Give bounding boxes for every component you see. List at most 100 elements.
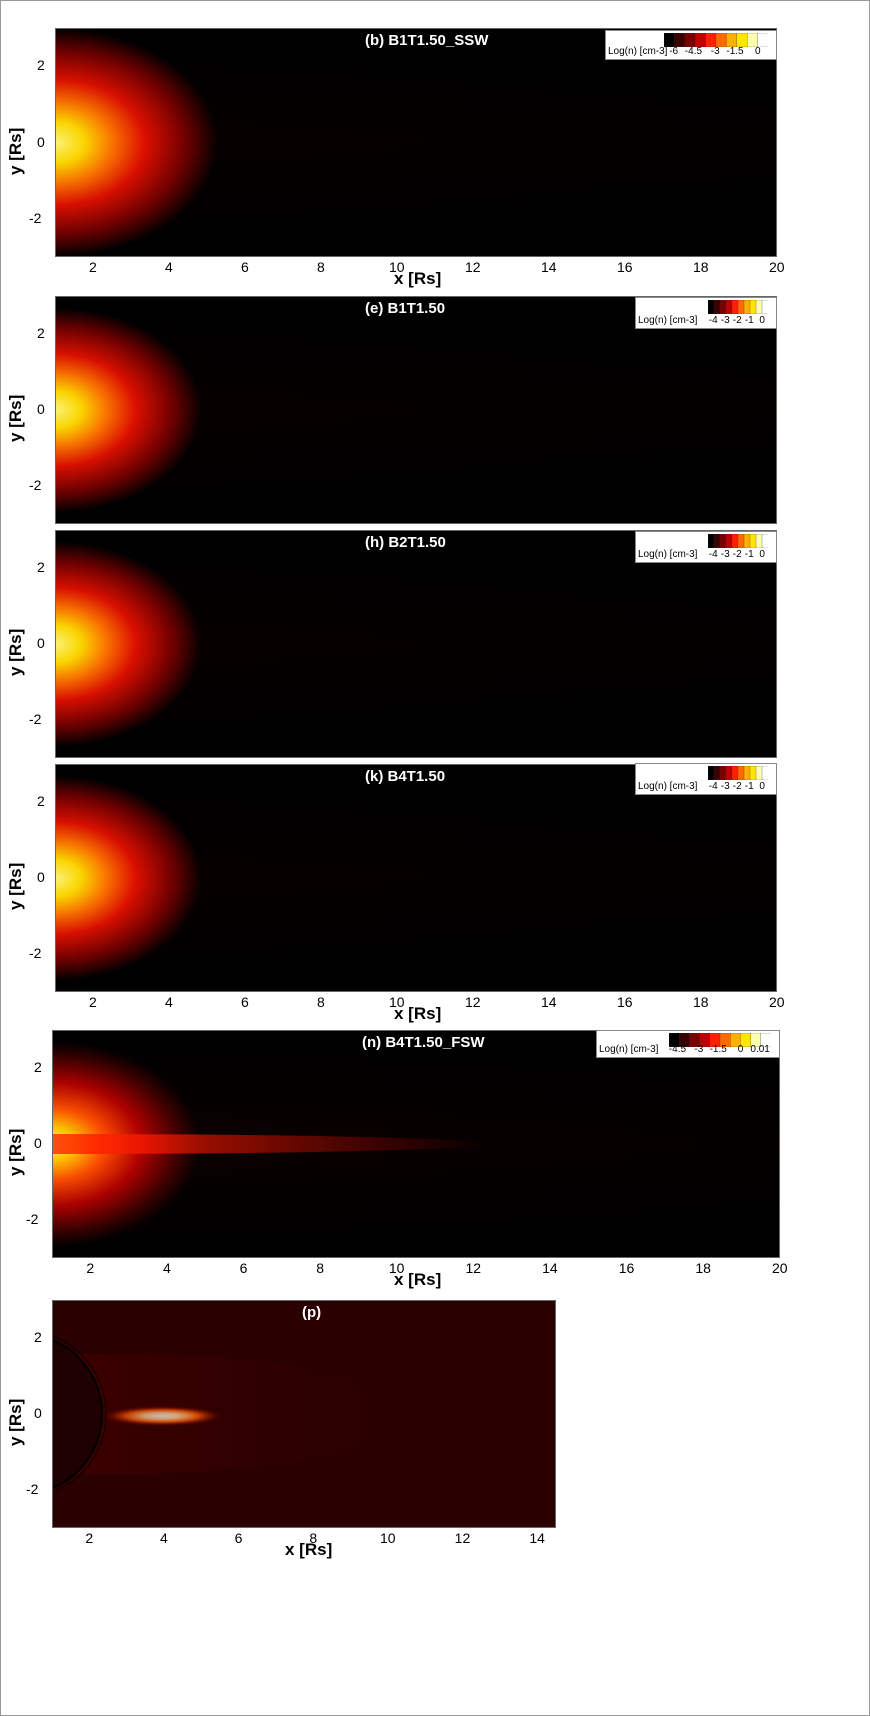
colorbar-tick: -3: [710, 46, 720, 57]
colorbar-legend: Log(n) [cm-3] -4 -3 -2 -1 0: [635, 531, 777, 563]
y-tick-label: 0: [37, 635, 45, 651]
colorbar-tick: -1: [744, 781, 754, 792]
colorbar-swatch: [761, 766, 768, 780]
x-axis-label: x [Rs]: [394, 1004, 442, 1023]
y-tick-label: -2: [29, 209, 42, 226]
colorbar-swatch: [760, 1033, 771, 1047]
x-tick-label: 2: [85, 1530, 94, 1546]
x-tick-label: 16: [618, 1260, 635, 1276]
colorbar-ramp: [708, 534, 768, 548]
colorbar-legend: Log(n) [cm-3] -4.5 -3 -1.5 0 0.01: [596, 1030, 780, 1058]
colorbar-label: Log(n) [cm-3]: [638, 549, 698, 560]
x-tick-label: 12: [465, 1260, 482, 1276]
inner-glow: [55, 530, 777, 758]
x-tick-label: 10: [389, 259, 405, 275]
colorbar-tick: -2: [732, 315, 742, 326]
plot-frame: [52, 1300, 556, 1528]
colorbar-tick: -4.5: [684, 46, 703, 57]
heatmap-image: [55, 28, 777, 257]
y-tick-label: -2: [29, 477, 42, 493]
x-tick-label: 4: [165, 994, 173, 1010]
y-tick-label: -2: [29, 945, 42, 961]
colorbar-tick: -3: [720, 315, 730, 326]
heatmap-plot-area: [52, 1030, 780, 1258]
y-tick-label: 0: [34, 1135, 42, 1151]
colorbar-swatch: [761, 300, 768, 314]
y-tick-label: 0: [37, 401, 45, 417]
plot-frame: [55, 28, 777, 257]
diffuse-glow: [52, 1354, 412, 1474]
colorbar-tick: 0: [759, 549, 765, 560]
heatmap-image: [55, 530, 777, 758]
colorbar-ramp: [708, 766, 768, 780]
heatmap-plot-area: [52, 1300, 556, 1528]
colorbar-tick: -1: [744, 315, 754, 326]
colorbar-swatch: [757, 33, 768, 47]
colorbar-tick: -3: [694, 1044, 704, 1055]
colorbar-tick: 0: [755, 46, 761, 57]
occulter-disk: [52, 1338, 103, 1490]
panel-title: (b) B1T1.50_SSW: [365, 32, 489, 49]
x-tick-label: 2: [89, 259, 97, 275]
colorbar-tick: -4.5: [668, 1044, 687, 1055]
colorbar-tick: -3: [720, 781, 730, 792]
colorbar-legend: Log(n) [cm-3] -6 -4.5 -3 -1.5 0: [605, 30, 777, 60]
x-tick-label: 12: [465, 259, 481, 275]
streamer-core: [52, 1134, 489, 1154]
panel-title: (k) B4T1.50: [365, 768, 446, 785]
x-tick-label: 2: [86, 1260, 95, 1276]
occulter-ring: [52, 1335, 107, 1493]
colorbar-label: Log(n) [cm-3]: [638, 315, 698, 326]
x-tick-label: 6: [241, 259, 249, 275]
colorbar-ramp: [708, 300, 768, 314]
colorbar-ramp: [669, 1033, 771, 1047]
y-tick-label: -2: [26, 1481, 39, 1497]
heatmap-image: [52, 1030, 780, 1258]
x-tick-label: 14: [542, 1260, 558, 1276]
inner-glow: [55, 296, 777, 524]
colorbar-legend: Log(n) [cm-3] -4 -3 -2 -1 0: [635, 763, 777, 795]
y-tick-label: 2: [37, 325, 45, 341]
x-tick-label: 2: [89, 994, 97, 1010]
colorbar-tick: -2: [732, 549, 742, 560]
y-tick-label: 0: [34, 1405, 42, 1421]
x-tick-label: 16: [617, 259, 633, 275]
colorbar-tick: -4: [708, 781, 718, 792]
x-tick-label: 4: [165, 259, 173, 275]
x-tick-label: 20: [769, 259, 785, 275]
heatmap-plot-area: [55, 530, 777, 758]
colorbar-label: Log(n) [cm-3]: [638, 781, 698, 792]
x-tick-label: 18: [695, 1260, 711, 1276]
heatmap-plot-area: [55, 764, 777, 992]
panel-title: (h) B2T1.50: [365, 534, 446, 551]
y-tick-label: 2: [34, 1329, 42, 1345]
x-tick-label: 18: [693, 259, 709, 275]
inner-glow: [55, 764, 777, 992]
x-tick-label: 20: [769, 994, 785, 1010]
colorbar-label: Log(n) [cm-3]: [599, 1044, 659, 1055]
x-tick-label: 18: [693, 994, 709, 1010]
y-tick-label: 2: [37, 559, 45, 575]
x-axis-label: x [Rs]: [394, 269, 442, 288]
colorbar-tick: -4: [708, 549, 718, 560]
x-tick-label: 8: [317, 259, 325, 275]
x-tick-label: 4: [162, 1260, 171, 1276]
y-tick-label: 2: [37, 57, 45, 74]
x-tick-label: 8: [317, 994, 325, 1010]
colorbar-tick: -6: [669, 46, 679, 57]
x-tick-label: 20: [772, 1260, 788, 1276]
x-tick-label: 4: [160, 1530, 168, 1546]
colorbar-tick: 0: [759, 781, 765, 792]
panel-title: (p): [302, 1304, 322, 1321]
y-tick-label: 0: [37, 869, 45, 885]
x-tick-label: 10: [388, 1260, 405, 1276]
colorbar-tick: -1.5: [726, 46, 744, 57]
x-axis-label: x [Rs]: [394, 1270, 442, 1289]
panel-title: (n) B4T1.50_FSW: [362, 1034, 485, 1051]
colorbar-swatch: [761, 534, 768, 548]
heatmap-image: [52, 1300, 556, 1528]
colorbar-tick: -4: [708, 315, 718, 326]
colorbar-tick: 0: [759, 315, 765, 326]
x-tick-label: 12: [465, 994, 481, 1010]
